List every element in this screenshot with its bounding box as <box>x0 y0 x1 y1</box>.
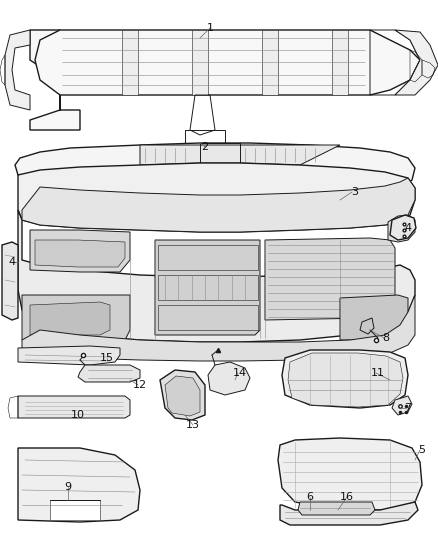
Text: 10: 10 <box>71 410 85 420</box>
Polygon shape <box>160 370 205 420</box>
Circle shape <box>161 61 169 69</box>
Polygon shape <box>30 230 130 272</box>
Circle shape <box>261 61 269 69</box>
Circle shape <box>96 61 104 69</box>
Polygon shape <box>265 238 395 320</box>
Polygon shape <box>78 365 140 382</box>
Text: 8: 8 <box>382 333 389 343</box>
Polygon shape <box>165 376 200 416</box>
Polygon shape <box>22 178 415 232</box>
Polygon shape <box>30 30 80 130</box>
Polygon shape <box>340 295 408 340</box>
Polygon shape <box>18 346 120 365</box>
Text: 11: 11 <box>371 368 385 378</box>
Text: 4: 4 <box>8 257 16 267</box>
Text: 13: 13 <box>186 420 200 430</box>
Polygon shape <box>35 240 125 267</box>
Polygon shape <box>388 215 415 242</box>
Polygon shape <box>192 30 208 95</box>
Polygon shape <box>122 30 138 95</box>
Text: 14: 14 <box>233 368 247 378</box>
Polygon shape <box>390 215 416 240</box>
Text: 9: 9 <box>64 482 71 492</box>
Polygon shape <box>18 210 415 342</box>
Text: 3: 3 <box>352 187 358 197</box>
Polygon shape <box>208 362 250 395</box>
Polygon shape <box>392 396 412 415</box>
Polygon shape <box>262 30 278 95</box>
Polygon shape <box>288 353 403 407</box>
Polygon shape <box>5 30 30 110</box>
Circle shape <box>326 61 334 69</box>
Polygon shape <box>282 350 408 408</box>
Polygon shape <box>155 240 260 335</box>
Text: 15: 15 <box>100 353 114 363</box>
Polygon shape <box>35 30 420 95</box>
Circle shape <box>46 61 54 69</box>
Polygon shape <box>280 502 418 525</box>
Text: 1: 1 <box>206 23 213 33</box>
Polygon shape <box>22 295 415 361</box>
Text: 16: 16 <box>340 492 354 502</box>
Polygon shape <box>278 438 422 510</box>
Circle shape <box>376 61 384 69</box>
Polygon shape <box>30 302 110 335</box>
Polygon shape <box>18 448 140 522</box>
Polygon shape <box>18 163 415 232</box>
Polygon shape <box>2 242 18 320</box>
Polygon shape <box>140 145 340 165</box>
Polygon shape <box>332 30 348 95</box>
Polygon shape <box>50 500 100 520</box>
Text: 12: 12 <box>133 380 147 390</box>
Polygon shape <box>395 30 438 95</box>
Text: 7: 7 <box>404 403 412 413</box>
Polygon shape <box>15 143 415 196</box>
Polygon shape <box>18 396 130 418</box>
Polygon shape <box>22 295 130 340</box>
Text: 6: 6 <box>307 492 314 502</box>
Text: 5: 5 <box>418 445 425 455</box>
Polygon shape <box>298 502 375 515</box>
Text: 2: 2 <box>201 142 208 152</box>
Text: 4: 4 <box>404 223 412 233</box>
